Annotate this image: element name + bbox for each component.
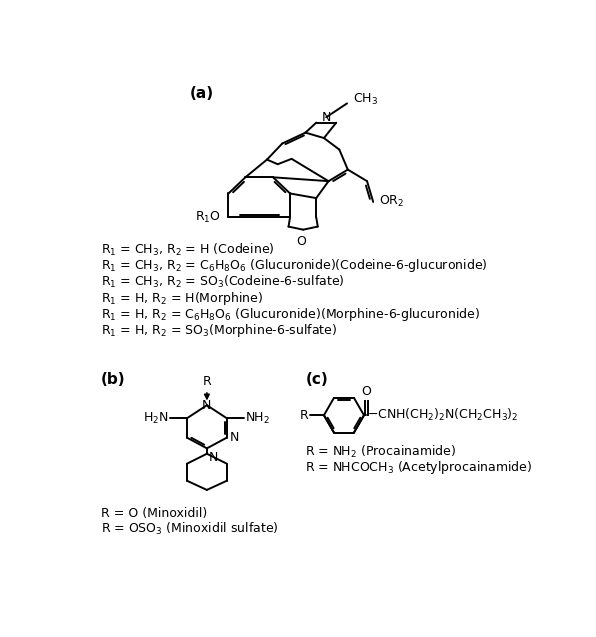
Text: N: N (202, 399, 212, 412)
Text: N: N (209, 450, 219, 464)
Text: R: R (300, 409, 309, 422)
Text: R$_1$O: R$_1$O (195, 210, 221, 225)
Text: $-$CNH(CH$_2$)$_2$N(CH$_2$CH$_3$)$_2$: $-$CNH(CH$_2$)$_2$N(CH$_2$CH$_3$)$_2$ (367, 407, 519, 424)
Text: R$_1$ = H, R$_2$ = C$_6$H$_8$O$_6$ (Glucuronide)(Morphine-6-glucuronide): R$_1$ = H, R$_2$ = C$_6$H$_8$O$_6$ (Gluc… (101, 306, 480, 323)
Text: R$_1$ = H, R$_2$ = H(Morphine): R$_1$ = H, R$_2$ = H(Morphine) (101, 290, 263, 306)
Text: O: O (361, 385, 371, 397)
Text: R$_1$ = CH$_3$, R$_2$ = H (Codeine): R$_1$ = CH$_3$, R$_2$ = H (Codeine) (101, 241, 274, 258)
Text: O: O (297, 235, 306, 248)
Text: R$_1$ = CH$_3$, R$_2$ = SO$_3$(Codeine-6-sulfate): R$_1$ = CH$_3$, R$_2$ = SO$_3$(Codeine-6… (101, 274, 344, 290)
Text: R$_1$ = H, R$_2$ = SO$_3$(Morphine-6-sulfate): R$_1$ = H, R$_2$ = SO$_3$(Morphine-6-sul… (101, 322, 337, 339)
Text: N: N (322, 111, 331, 124)
Text: R = O (Minoxidil): R = O (Minoxidil) (101, 507, 207, 520)
Text: R$_1$ = CH$_3$, R$_2$ = C$_6$H$_8$O$_6$ (Glucuronide)(Codeine-6-glucuronide): R$_1$ = CH$_3$, R$_2$ = C$_6$H$_8$O$_6$ … (101, 257, 487, 275)
Text: (c): (c) (305, 371, 328, 387)
Text: OR$_2$: OR$_2$ (378, 194, 404, 210)
Text: (b): (b) (101, 371, 125, 387)
Text: CH$_3$: CH$_3$ (353, 92, 378, 107)
Text: R = OSO$_3$ (Minoxidil sulfate): R = OSO$_3$ (Minoxidil sulfate) (101, 521, 278, 537)
Text: R = NH$_2$ (Procainamide): R = NH$_2$ (Procainamide) (305, 444, 457, 461)
Text: R = NHCOCH$_3$ (Acetylprocainamide): R = NHCOCH$_3$ (Acetylprocainamide) (305, 459, 533, 476)
Text: R: R (203, 375, 211, 387)
Text: N: N (230, 431, 240, 444)
Text: NH$_2$: NH$_2$ (246, 411, 271, 426)
Text: (a): (a) (190, 86, 213, 101)
Text: H$_2$N: H$_2$N (143, 411, 169, 426)
